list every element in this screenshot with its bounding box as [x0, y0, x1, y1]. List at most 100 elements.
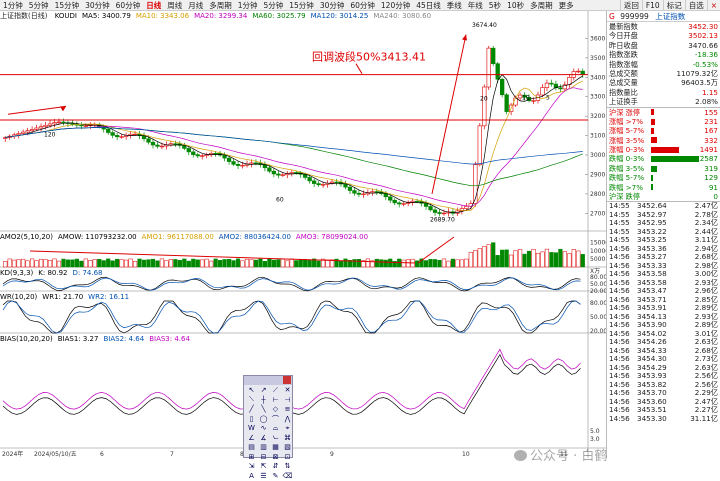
period-tab[interactable]: 30分钟 [319, 0, 345, 10]
watermark-text: 公众号 · 白鹤 [530, 449, 608, 464]
period-tab[interactable]: 45日线 [416, 0, 441, 10]
toolbar-action-button[interactable]: F10 [641, 0, 663, 11]
drawing-tool-icon[interactable]: ▯ [249, 414, 254, 423]
drawing-tool-palette[interactable]: ↖ ↗ ⟋ ✕ ⟍ ┼ ⊢ ⊣ ╱ ╲ ◇ ≡ ▯ ◯ ⌒ ⋀ W ∿ ⌓ ⌖ ∠ ∡ ⦦ ⌘ ▤ ▥ ▦ ▧ ⊞ ⊟ ⊠ ⊡ ⇲ ⇱ ⇵ ⇅ A ☰ ✎ ⌫ [243, 375, 293, 480]
drawing-tool-icon[interactable]: ⊞ [248, 452, 255, 461]
drawing-tool-icon[interactable]: ✎ [272, 471, 279, 480]
candle-body [558, 87, 563, 90]
drawing-tool-icon[interactable]: ⦦ [272, 433, 279, 442]
drawing-tool-icon[interactable]: A [249, 471, 254, 480]
period-tab[interactable]: 1分钟 [237, 0, 258, 10]
chart-area[interactable]: 3600 3500 3400 3300 3200 3100 3000 2900 2800 2700… [0, 11, 609, 458]
period-tab[interactable]: 月线 [188, 0, 204, 10]
period-tab[interactable]: 5分钟 [28, 0, 49, 10]
period-tab[interactable]: 日线 [146, 0, 162, 10]
period-tab[interactable]: 年线 [467, 0, 483, 10]
period-tab[interactable]: 多周期 [209, 0, 232, 10]
period-tab[interactable]: 季线 [446, 0, 462, 10]
period-tab[interactable]: 60分钟 [115, 0, 141, 10]
drawing-tool-icon[interactable]: ⊠ [272, 452, 279, 461]
drawing-tool-icon[interactable]: ∠ [248, 433, 255, 442]
period-tab[interactable]: 30分钟 [85, 0, 110, 10]
candle-body [56, 121, 62, 124]
close-icon[interactable]: × [706, 0, 720, 11]
drawing-tool-icon[interactable]: ↖ [248, 386, 255, 395]
drawing-tool-icon[interactable]: ┼ [261, 395, 266, 404]
drawing-tool-icon[interactable]: ⊟ [260, 452, 267, 461]
candle-body [240, 164, 245, 167]
palette-close-icon[interactable] [283, 376, 291, 384]
volume-bar [235, 258, 241, 268]
drawing-tool-icon[interactable]: ▦ [272, 443, 279, 452]
drawing-tool-icon[interactable]: ◯ [259, 414, 268, 423]
drawing-tool-icon[interactable]: ╲ [261, 405, 266, 414]
drawing-tool-icon[interactable]: ⟋ [273, 385, 278, 394]
period-tab[interactable]: 15分钟 [289, 0, 314, 10]
toolbar-action-button[interactable]: 标记 [662, 0, 685, 11]
drawing-tool-icon[interactable]: ◇ [272, 405, 279, 414]
volume-bar [88, 260, 93, 268]
period-tab[interactable]: 10秒 [507, 0, 525, 10]
volume-bar [21, 258, 26, 268]
drawing-tool-icon[interactable]: ⇵ [272, 462, 279, 471]
drawing-tool-icon[interactable]: ⊢ [272, 395, 279, 404]
volume-bar [321, 258, 326, 268]
period-tab[interactable]: 5秒 [488, 0, 502, 10]
drawing-tool-icon[interactable]: ⇅ [284, 462, 291, 471]
drawing-tool-icon[interactable]: W [248, 424, 255, 433]
tick-amount: 3.11亿 [694, 235, 718, 245]
tick-row: 14:56 3453.60 2.47亿 [607, 397, 720, 407]
drawing-tool-icon[interactable]: ⇲ [248, 462, 255, 471]
y-axis-label: 3000 [590, 152, 605, 159]
drawing-tool-icon[interactable]: ╱ [249, 405, 254, 414]
drawing-tool-icon[interactable]: ⇱ [260, 462, 267, 471]
drawing-tool-icon[interactable]: ⌓ [272, 423, 279, 432]
volume-bar [517, 249, 523, 268]
drawing-tool-icon[interactable]: ⊡ [284, 452, 291, 461]
period-tab[interactable]: 15分钟 [54, 0, 80, 10]
breadth-bar [651, 146, 679, 153]
drawing-tool-icon[interactable]: ▥ [260, 443, 267, 452]
drawing-tool-icon[interactable]: ⌖ [285, 423, 290, 432]
drawing-tool-icon[interactable]: ∡ [260, 433, 267, 442]
drawing-tool-icon[interactable]: ☰ [260, 471, 267, 480]
palette-title-bar[interactable] [244, 376, 292, 385]
drawing-tool-icon[interactable]: ⌫ [282, 471, 293, 480]
drawing-tool-icon[interactable]: ↗ [260, 386, 267, 395]
candle-body [361, 193, 366, 196]
period-tab[interactable]: 5分钟 [263, 0, 284, 10]
drawing-tool-icon[interactable]: ⌒ [272, 414, 279, 423]
indicator-value: AMO1: 96117088.00 [141, 233, 214, 241]
security-name[interactable]: 上证指数 [655, 12, 686, 21]
toolbar-action-button[interactable]: 返回 [619, 0, 642, 11]
breadth-label: 沪深 涨停 [609, 107, 641, 117]
period-tab[interactable]: 多周期 [530, 0, 553, 10]
drawing-tool-icon[interactable]: ⌘ [284, 433, 291, 442]
tick-price: 3453.82 [637, 379, 667, 389]
indicator-value: AMO2: 88036424.00 [218, 233, 291, 241]
breadth-bar [651, 184, 653, 191]
drawing-tool-icon[interactable]: ✕ [284, 386, 291, 395]
volume-bar [325, 259, 330, 268]
drawing-tool-icon[interactable]: ⋀ [284, 414, 291, 423]
period-tab[interactable]: 周线 [167, 0, 183, 10]
drawing-tool-icon[interactable]: ▧ [284, 443, 291, 452]
period-tab[interactable]: 更多 [558, 0, 574, 10]
period-tab[interactable]: 1分钟 [3, 0, 23, 10]
period-tab[interactable]: 120分钟 [380, 0, 411, 10]
moving-average-line [5, 127, 583, 187]
drawing-tool-icon[interactable]: ▤ [248, 443, 255, 452]
candle-body [428, 206, 433, 211]
candle-body [146, 138, 151, 143]
drawing-tool-icon[interactable]: ≡ [284, 405, 291, 414]
drawing-tool-icon[interactable]: ∿ [260, 424, 267, 433]
volume-bar [535, 252, 541, 268]
volume-bar [191, 258, 196, 268]
tick-row: 14:56 3453.47 2.96亿 [607, 287, 720, 296]
drawing-tool-icon[interactable]: ⊣ [284, 395, 291, 404]
chart-canvas[interactable]: 3600 3500 3400 3300 3200 3100 3000 2900 2800 2700… [0, 11, 609, 458]
tick-list[interactable]: 14:55 3452.64 2.47亿 14:55 3452.97 2.78亿 14:55 3… [607, 201, 720, 423]
drawing-tool-icon[interactable]: ⟍ [249, 395, 254, 404]
toolbar-action-button[interactable]: 自选 [684, 0, 707, 11]
period-tab[interactable]: 60分钟 [350, 0, 375, 10]
